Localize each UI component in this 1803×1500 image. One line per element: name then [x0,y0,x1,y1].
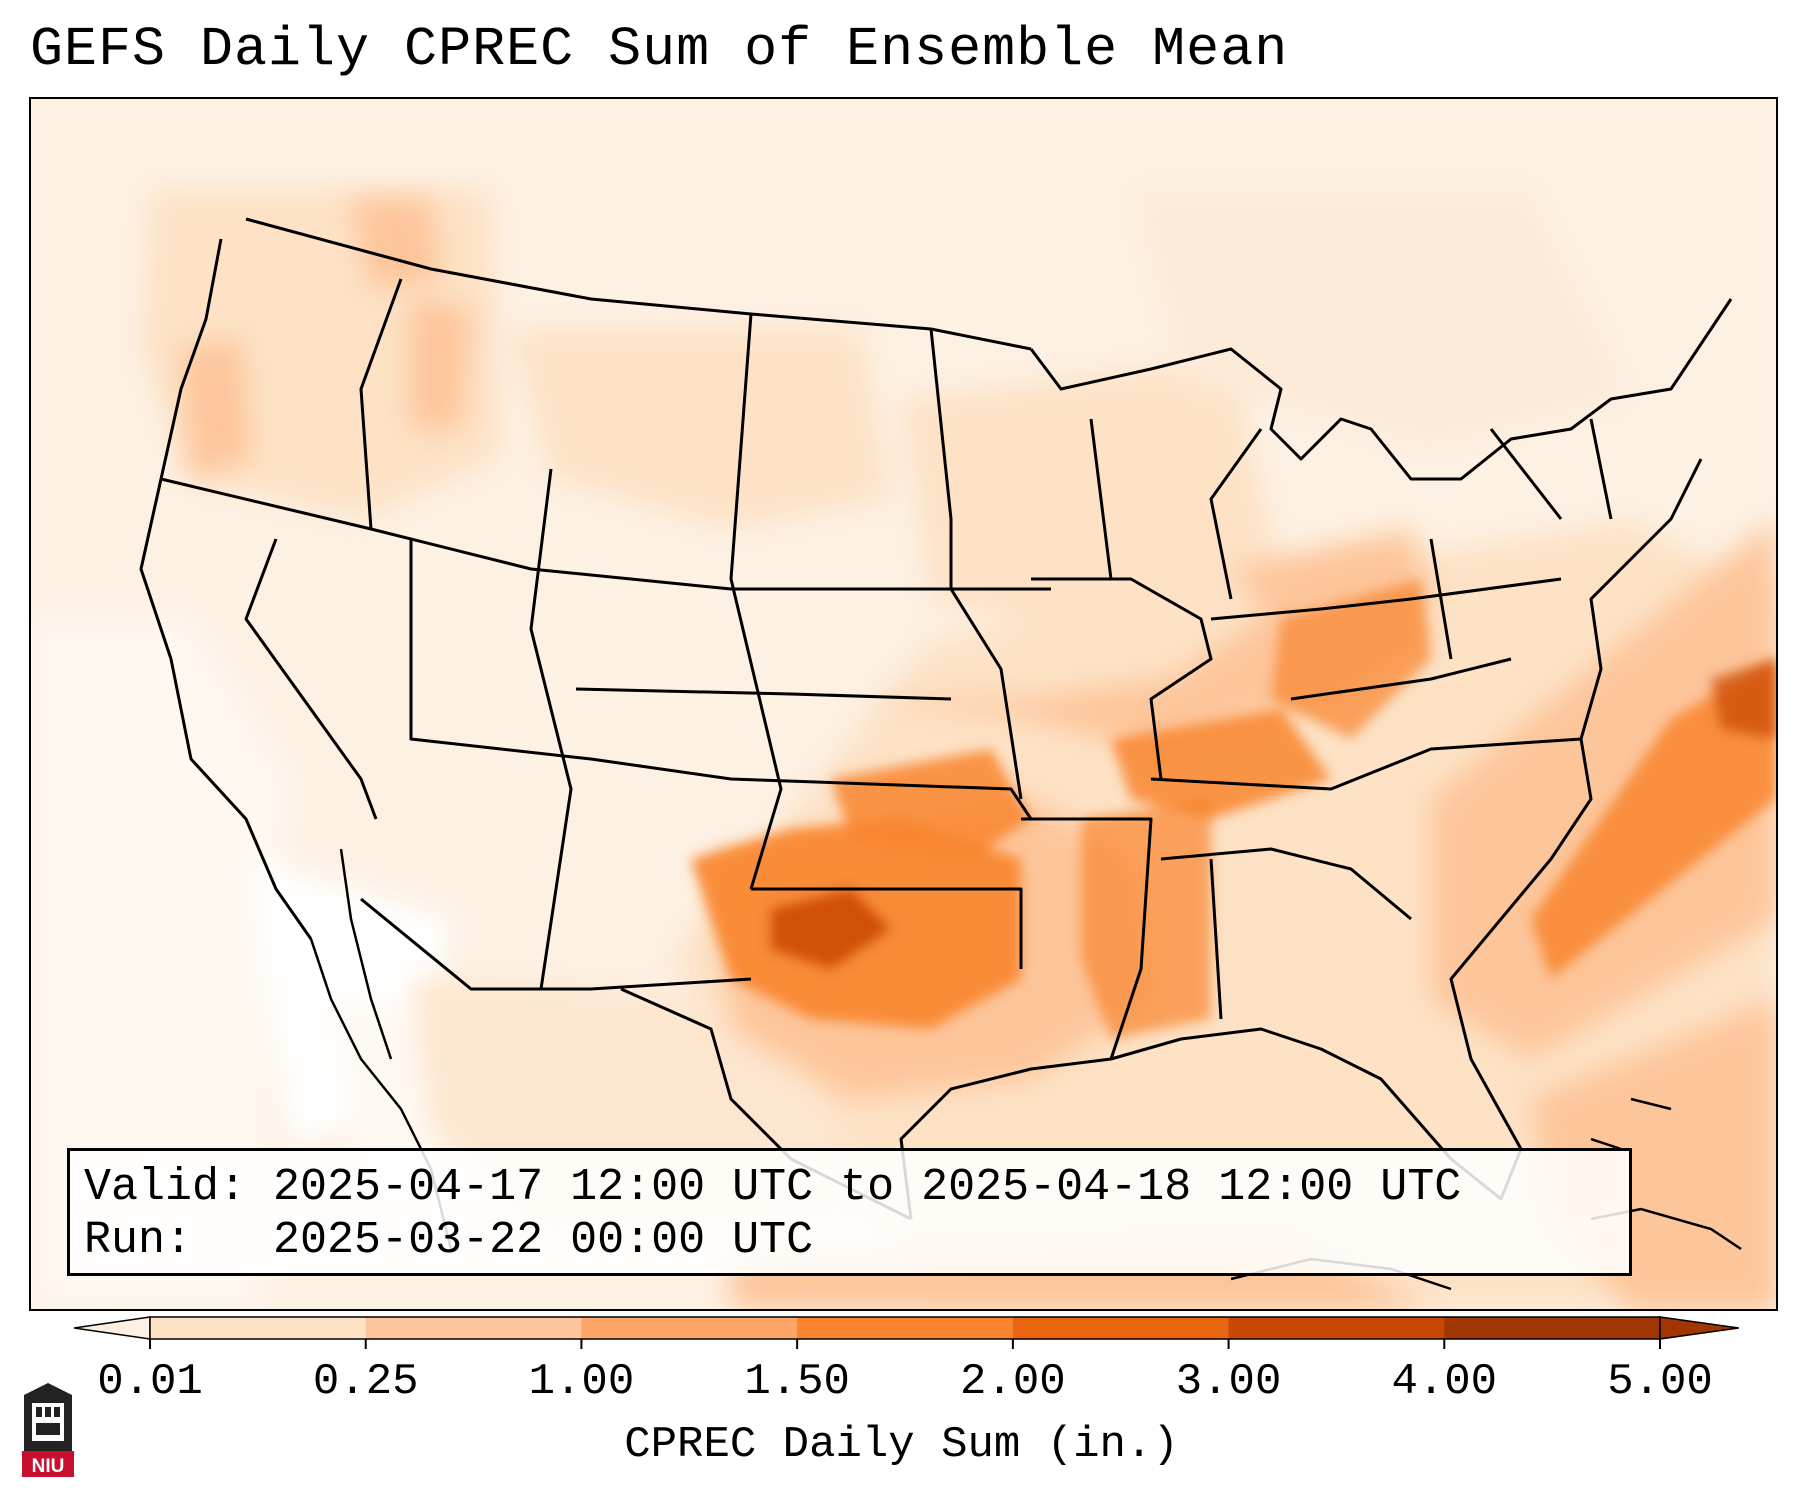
precip-strong [691,579,1776,1039]
colorbar-extend-low [74,1316,151,1340]
colorbar-tick-label: 0.01 [97,1357,203,1407]
run-value: 2025-03-22 00:00 UTC [273,1215,814,1266]
colorbar-tick-label: 1.50 [744,1357,850,1407]
precip-map [29,97,1778,1311]
valid-value: 2025-04-17 12:00 UTC to 2025-04-18 12:00… [273,1162,1462,1213]
colorbar-label: CPREC Daily Sum (in.) [624,1420,1179,1470]
run-label: Run: [84,1215,193,1266]
colorbar [74,1316,1739,1349]
colorbar-tick-label: 0.25 [312,1357,419,1407]
precip-max [771,659,1776,969]
colorbar-tick-label: 2.00 [960,1357,1066,1407]
colorbar-tick-label: 1.00 [528,1357,635,1407]
colorbar-segment [365,1317,582,1339]
colorbar-extend-high [1659,1316,1739,1340]
colorbar-outline [149,1316,1661,1340]
colorbar-tick-label: 3.00 [1175,1357,1282,1407]
colorbar-segment [150,1317,367,1339]
colorbar-segment [797,1317,1014,1339]
colorbar-segment [1012,1317,1230,1339]
run-line: Run: 2025-03-22 00:00 UTC [84,1214,1629,1267]
valid-run-info-box: Valid: 2025-04-17 12:00 UTC to 2025-04-1… [67,1148,1632,1276]
colorbar-segment [1228,1317,1445,1339]
colorbar-segment [581,1317,798,1339]
valid-label: Valid: [84,1162,247,1213]
colorbar-tick-label: 4.00 [1391,1357,1498,1407]
colorbar-segment [1444,1317,1661,1339]
logo-text: NIU [32,1456,65,1477]
colorbar-tick-label: 5.00 [1607,1357,1713,1407]
map-canvas [31,99,1776,1309]
chart-title: GEFS Daily CPREC Sum of Ensemble Mean [30,18,1289,81]
niu-logo-icon: NIU [22,1383,74,1477]
valid-line: Valid: 2025-04-17 12:00 UTC to 2025-04-1… [84,1161,1629,1214]
